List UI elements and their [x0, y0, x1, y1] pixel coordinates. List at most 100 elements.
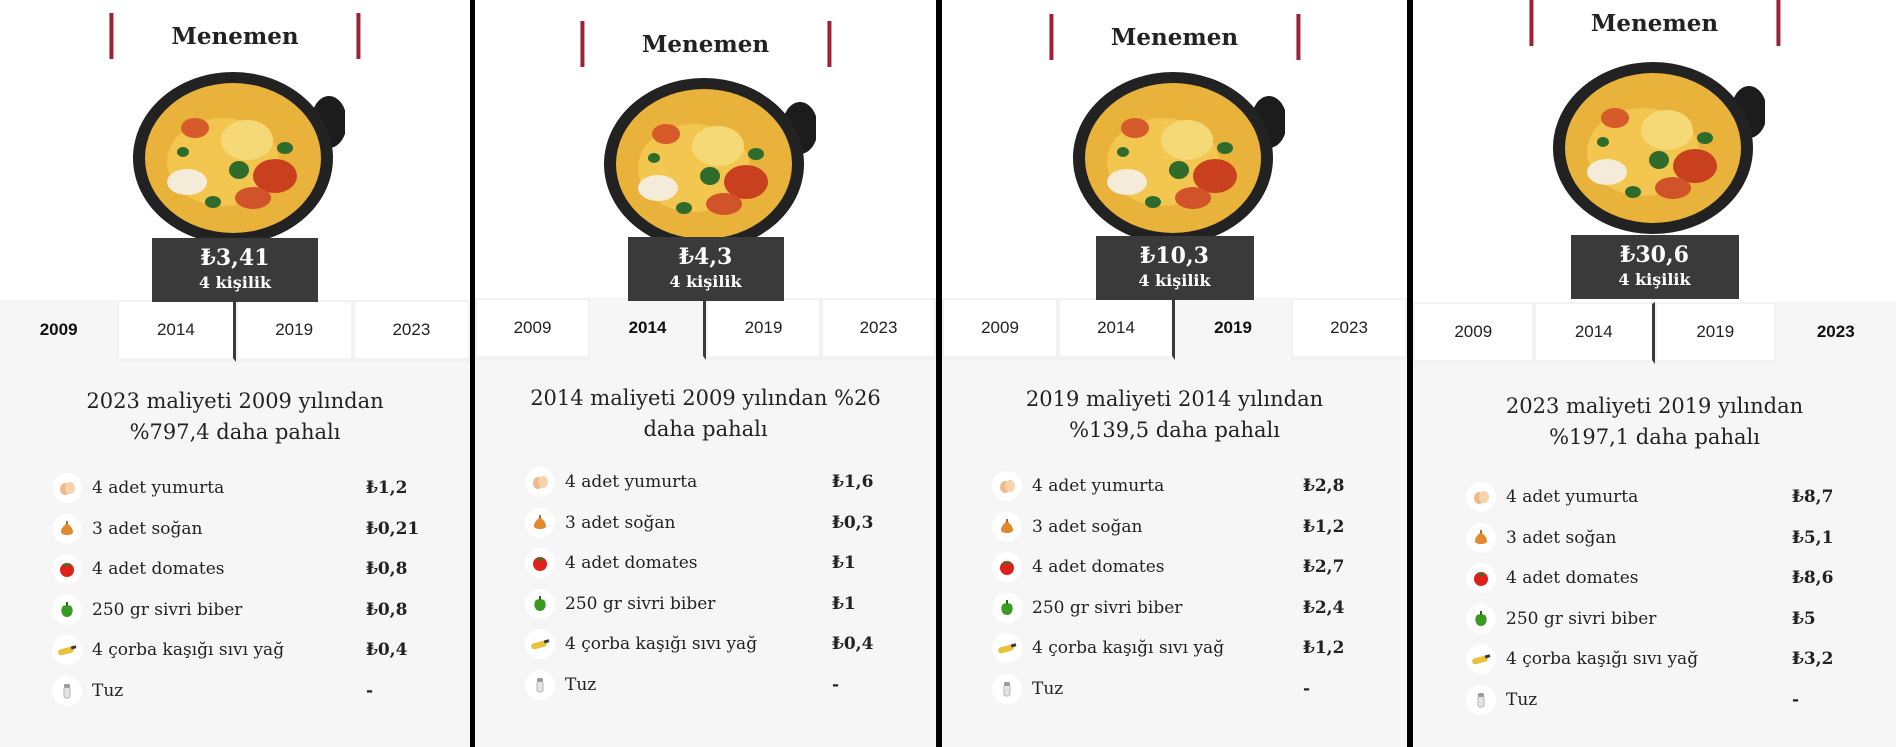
ingredient-name: 4 adet domates	[565, 553, 698, 574]
ingredient-row: Tuz -	[525, 665, 896, 706]
ingredient-price: ₺1,2	[1303, 638, 1345, 659]
tab-2009[interactable]: 2009	[475, 298, 590, 360]
tab-2019[interactable]: 2019	[1175, 298, 1291, 360]
onion-icon	[525, 507, 555, 538]
ingredient-price: ₺1	[832, 553, 856, 574]
tab-2023[interactable]: 2023	[352, 300, 470, 362]
ingredient-row: 3 adet soğan ₺0,21	[52, 509, 430, 550]
ingredient-price: ₺0,8	[366, 559, 408, 580]
tab-2009[interactable]: 2009	[1413, 302, 1534, 364]
servings-label: 4 kişilik	[1138, 271, 1211, 290]
ingredient-name: 4 adet yumurta	[92, 478, 225, 499]
ingredient-price: ₺5,1	[1792, 527, 1834, 548]
summary-line-2: %197,1 daha pahalı	[1549, 425, 1760, 449]
tab-2019[interactable]: 2019	[1655, 302, 1776, 364]
recipe-card-2023: Menemen ₺30,6 4 kişilik 2009 2014 2019 2…	[1413, 0, 1896, 747]
ingredient-row: 250 gr sivri biber ₺2,4	[992, 588, 1367, 629]
ingredient-name: 250 gr sivri biber	[1506, 608, 1657, 629]
tab-2014[interactable]: 2014	[1058, 298, 1175, 360]
ingredient-price: ₺5	[1792, 608, 1816, 629]
tab-2009[interactable]: 2009	[942, 298, 1058, 360]
egg-icon	[1466, 482, 1496, 513]
ingredient-row: 3 adet soğan ₺0,3	[525, 503, 896, 544]
ingredient-row: 250 gr sivri biber ₺1	[525, 584, 896, 625]
cost-summary: 2019 maliyeti 2014 yılından %139,5 daha …	[982, 384, 1367, 446]
year-tabs: 2009 2014 2019 2023	[0, 300, 470, 362]
recipe-card-2019: Menemen ₺10,3 4 kişilik 2009 2014 2019 2…	[942, 0, 1407, 747]
price-box: ₺10,3 4 kişilik	[1095, 236, 1254, 300]
oil-icon	[52, 635, 82, 666]
pepper-icon	[525, 588, 555, 619]
ingredient-name: 4 çorba kaşığı sıvı yağ	[92, 640, 285, 661]
tab-2019[interactable]: 2019	[235, 300, 353, 362]
ingredient-price: ₺2,7	[1303, 557, 1345, 578]
menemen-pan-image	[125, 70, 345, 246]
servings-label: 4 kişilik	[1618, 270, 1691, 289]
ingredient-list: 4 adet yumurta ₺1,2 3 adet soğan ₺0,21 4 ade…	[52, 468, 430, 711]
year-tabs: 2009 2014 2019 2023	[475, 298, 936, 360]
ingredient-name: 3 adet soğan	[1032, 516, 1143, 537]
summary-line-2: daha pahalı	[643, 417, 768, 441]
ingredient-list: 4 adet yumurta ₺8,7 3 adet soğan ₺5,1 4 adet…	[1466, 477, 1856, 720]
summary-line-2: %139,5 daha pahalı	[1069, 418, 1280, 442]
title-frame: Menemen	[1528, 0, 1781, 46]
ingredient-row: 4 adet domates ₺2,7	[992, 547, 1367, 588]
tab-2023[interactable]: 2023	[821, 298, 936, 360]
ingredient-name: 3 adet soğan	[92, 518, 203, 539]
summary-line-1: 2023 maliyeti 2009 yılından	[86, 389, 384, 413]
total-price: ₺30,6	[1620, 242, 1689, 268]
ingredient-row: 4 çorba kaşığı sıvı yağ ₺0,4	[525, 624, 896, 665]
year-tabs: 2009 2014 2019 2023	[1413, 302, 1896, 364]
summary-line-1: 2023 maliyeti 2019 yılından	[1505, 394, 1804, 418]
salt-icon	[52, 675, 82, 706]
ingredient-price: ₺8,6	[1792, 568, 1834, 589]
ingredient-price: ₺0,21	[366, 518, 420, 539]
ingredient-name: 250 gr sivri biber	[565, 593, 716, 614]
ingredient-name: 4 adet domates	[1506, 568, 1639, 589]
recipe-title: Menemen	[171, 22, 299, 50]
tab-2023[interactable]: 2023	[1775, 302, 1896, 364]
ingredient-price: -	[366, 680, 374, 701]
ingredient-name: 4 adet yumurta	[1032, 476, 1165, 497]
summary-line-1: 2014 maliyeti 2009 yılından %26	[530, 386, 881, 410]
tab-2009[interactable]: 2009	[0, 300, 118, 362]
servings-label: 4 kişilik	[669, 272, 742, 291]
ingredient-name: 4 adet domates	[92, 559, 225, 580]
tomato-icon	[52, 554, 82, 585]
title-frame: Menemen	[109, 13, 361, 59]
ingredient-price: -	[832, 674, 840, 695]
ingredient-row: 250 gr sivri biber ₺0,8	[52, 590, 430, 631]
tab-2014[interactable]: 2014	[117, 300, 236, 362]
tomato-icon	[1466, 563, 1496, 594]
recipe-title: Menemen	[1110, 23, 1239, 51]
ingredient-price: ₺1	[832, 593, 856, 614]
tab-2019[interactable]: 2019	[706, 298, 821, 360]
egg-icon	[525, 467, 555, 498]
ingredient-price: ₺8,7	[1792, 487, 1834, 508]
onion-icon	[1466, 522, 1496, 553]
egg-icon	[52, 473, 82, 504]
tab-2023[interactable]: 2023	[1291, 298, 1407, 360]
ingredient-row: 4 adet yumurta ₺1,2	[52, 468, 430, 509]
recipe-card-2014: Menemen ₺4,3 4 kişilik 2009 2014 2019 20…	[475, 0, 936, 747]
ingredient-row: 4 adet domates ₺0,8	[52, 549, 430, 590]
ingredient-name: Tuz	[565, 674, 597, 695]
title-frame: Menemen	[1048, 14, 1301, 60]
ingredient-row: 4 çorba kaşığı sıvı yağ ₺0,4	[52, 630, 430, 671]
ingredient-price: ₺2,8	[1303, 476, 1345, 497]
ingredient-name: 4 adet yumurta	[565, 472, 698, 493]
tab-2014[interactable]: 2014	[590, 298, 706, 360]
ingredient-price: ₺0,3	[832, 512, 874, 533]
recipe-title: Menemen	[1590, 9, 1719, 37]
menemen-pan-image	[1065, 70, 1285, 246]
recipe-card-2009: Menemen ₺3,41 4 kişilik 2009 2014 2019 2…	[0, 0, 470, 747]
servings-label: 4 kişilik	[198, 273, 272, 292]
ingredient-row: 4 adet domates ₺8,6	[1466, 558, 1856, 599]
tab-2014[interactable]: 2014	[1533, 302, 1655, 364]
price-box: ₺30,6 4 kişilik	[1570, 235, 1739, 299]
ingredient-row: 4 çorba kaşığı sıvı yağ ₺1,2	[992, 628, 1367, 669]
cost-summary: 2023 maliyeti 2009 yılından %797,4 daha …	[40, 386, 430, 448]
ingredient-price: -	[1303, 678, 1311, 699]
ingredient-price: ₺1,2	[366, 478, 408, 499]
year-tabs: 2009 2014 2019 2023	[942, 298, 1407, 360]
